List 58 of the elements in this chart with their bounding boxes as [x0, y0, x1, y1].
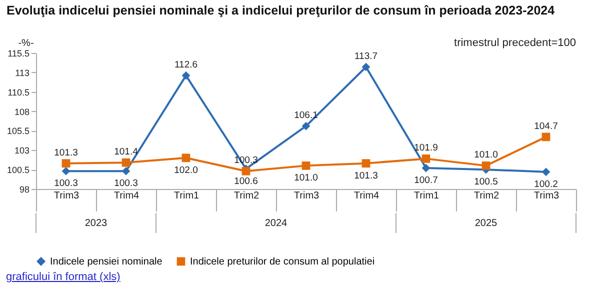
x-tick-label: Trim3: [294, 190, 320, 202]
x-tick-label: Trim4: [354, 190, 380, 202]
y-tick-label: 100.5: [6, 165, 30, 176]
point: [242, 166, 250, 176]
legend-label: Indicele preturilor de consum al populatiei: [190, 256, 375, 268]
data-label: 104.7: [534, 120, 558, 132]
text: trimestrul precedent=100: [454, 37, 576, 49]
data-label: 100.5: [474, 176, 498, 188]
y-tick-label: 115.5: [8, 48, 30, 58]
text: 2025: [474, 218, 498, 229]
data-label: 100.6: [234, 176, 258, 187]
data-label: 101.0: [474, 150, 498, 161]
y-tick-label: 108: [14, 106, 30, 117]
point: [62, 166, 70, 176]
point: [122, 158, 130, 167]
data-label: 100.2: [534, 178, 558, 190]
y-tick-label: 105.5: [6, 126, 30, 136]
data-label: 100.7: [414, 175, 438, 186]
point: [62, 159, 70, 168]
text: 2024: [264, 218, 288, 229]
point: [182, 154, 190, 162]
point: [362, 159, 370, 168]
point: [422, 164, 430, 172]
x-tick-label: Trim3: [54, 190, 80, 202]
point: [542, 132, 550, 142]
data-label: 101.0: [294, 172, 318, 184]
x-tick-label: Trim3: [534, 190, 560, 202]
y-tick-label: 110.5: [8, 87, 30, 98]
point: [362, 62, 370, 72]
point: [422, 154, 430, 163]
data-label: 102.0: [174, 164, 198, 176]
x-tick-label: Trim2: [234, 190, 260, 202]
x-tick-label: Trim1: [174, 190, 200, 202]
data-label: 101.3: [354, 170, 378, 182]
y-tick-label: 113: [15, 68, 30, 78]
chart-title: Evoluţia indicelui pensiei nominale şi a indicelui preţurilor de consum în perioada 2023-2024: [6, 4, 555, 18]
legend-label: Indicele pensiei nominale: [50, 256, 163, 268]
data-label: 101.4: [114, 146, 138, 158]
point: [122, 166, 130, 176]
point: [302, 162, 310, 170]
data-label: 112.6: [174, 60, 198, 71]
point: [302, 122, 310, 130]
data-label: 113.7: [354, 50, 378, 62]
y-axis-title: -%-: [18, 38, 34, 49]
data-label: 101.3: [54, 147, 78, 158]
text: graficului în format (xls): [6, 271, 122, 283]
y-tick-label: 98: [19, 184, 30, 194]
text: 2023: [84, 218, 108, 229]
data-label: 100.3: [54, 178, 78, 190]
x-tick-label: Trim1: [414, 190, 440, 202]
point: [542, 168, 550, 176]
y-tick-label: 103: [14, 146, 30, 156]
point: [482, 162, 490, 170]
data-label: 101.9: [414, 142, 438, 154]
x-tick-label: Trim2: [474, 190, 500, 202]
point: [182, 71, 190, 80]
x-tick-label: Trim4: [114, 190, 140, 202]
data-label: 100.3: [114, 178, 138, 190]
